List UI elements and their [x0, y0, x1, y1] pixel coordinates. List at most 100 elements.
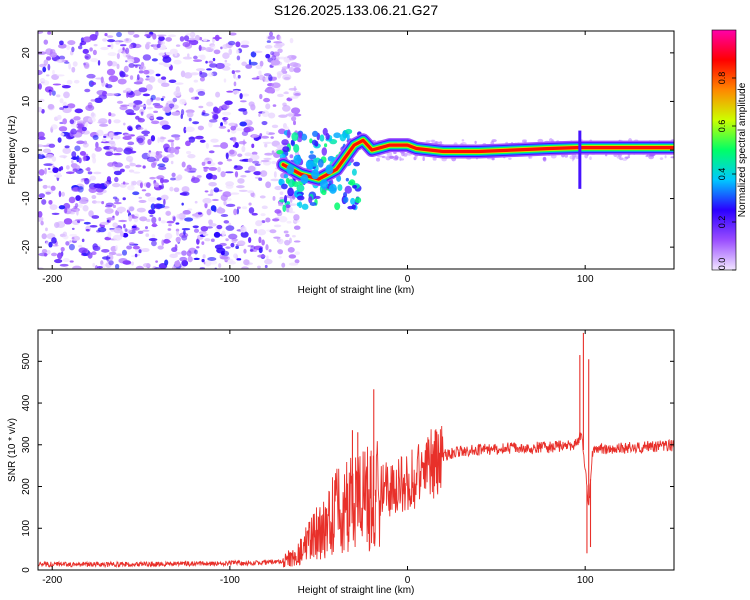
- noise-blob: [277, 93, 284, 98]
- noise-blob: [70, 156, 79, 160]
- noise-blob: [221, 230, 226, 237]
- noise-blob: [273, 41, 283, 44]
- noise-blob: [133, 34, 140, 38]
- noise-blob: [248, 262, 253, 265]
- noise-blob: [184, 217, 194, 222]
- noise-blob: [272, 104, 277, 107]
- noise-blob: [220, 255, 229, 260]
- noise-blob: [76, 140, 85, 145]
- noise-blob: [183, 126, 187, 134]
- noise-blob: [175, 236, 181, 243]
- noise-blob: [270, 136, 274, 139]
- noise-blob: [82, 36, 92, 43]
- noise-blob: [176, 174, 183, 181]
- noise-blob: [237, 74, 241, 79]
- noise-blob: [58, 43, 67, 49]
- noise-blob: [71, 66, 76, 73]
- transition-blob: [286, 129, 291, 138]
- noise-blob: [264, 44, 273, 49]
- noise-blob: [193, 55, 198, 60]
- noise-blob: [247, 190, 254, 194]
- snr-x-tick-label: -200: [42, 575, 62, 586]
- noise-blob: [123, 122, 126, 126]
- noise-blob: [81, 126, 87, 132]
- colorbar-tick-label: 0.2: [717, 216, 727, 229]
- noise-blob: [97, 59, 101, 66]
- halo-blob: [377, 155, 382, 158]
- noise-blob: [171, 172, 176, 178]
- noise-blob: [154, 97, 162, 101]
- spectrogram-x-tick-label: -200: [42, 274, 62, 285]
- halo-blob: [619, 157, 624, 161]
- noise-blob: [167, 34, 177, 38]
- noise-blob: [42, 144, 50, 148]
- noise-blob: [96, 89, 106, 96]
- noise-blob: [145, 43, 150, 50]
- noise-blob: [65, 165, 70, 170]
- transition-blob: [351, 168, 357, 176]
- noise-blob: [150, 120, 160, 125]
- noise-blob: [238, 108, 247, 112]
- noise-blob: [237, 240, 246, 246]
- transition-blob: [312, 130, 319, 137]
- noise-blob: [44, 153, 55, 160]
- noise-blob: [132, 245, 141, 250]
- noise-blob: [197, 91, 206, 96]
- spectrogram-y-tick-label: 20: [21, 47, 32, 59]
- noise-blob: [146, 98, 152, 106]
- noise-blob: [254, 163, 261, 167]
- noise-blob: [289, 196, 293, 203]
- noise-blob: [259, 60, 264, 67]
- noise-blob: [152, 33, 157, 40]
- noise-blob: [135, 164, 142, 168]
- transition-blob: [345, 177, 349, 182]
- noise-blob: [121, 249, 128, 256]
- noise-blob: [68, 63, 72, 70]
- noise-blob: [181, 161, 186, 168]
- noise-blob: [248, 59, 252, 66]
- noise-blob: [38, 31, 44, 34]
- halo-blob: [491, 158, 495, 161]
- noise-blob: [143, 69, 150, 75]
- noise-blob: [261, 205, 268, 210]
- noise-blob: [211, 174, 218, 180]
- noise-blob: [136, 137, 144, 144]
- snr-series: [38, 332, 674, 569]
- noise-blob: [218, 206, 222, 211]
- noise-blob: [293, 67, 301, 73]
- noise-blob: [153, 110, 159, 114]
- noise-blob: [263, 97, 271, 103]
- noise-blob: [52, 83, 62, 86]
- noise-blob: [62, 106, 72, 114]
- noise-blob: [180, 109, 185, 116]
- noise-blob: [190, 96, 199, 100]
- noise-blob: [243, 259, 250, 266]
- noise-blob: [175, 222, 180, 225]
- noise-blob: [82, 155, 87, 162]
- noise-blob: [106, 219, 110, 223]
- noise-blob: [122, 135, 132, 141]
- noise-blob: [223, 78, 227, 83]
- noise-blob: [112, 152, 122, 156]
- noise-blob: [186, 111, 194, 118]
- noise-blob: [218, 263, 222, 269]
- noise-blob: [236, 185, 245, 189]
- noise-blob: [47, 31, 52, 35]
- noise-blob: [52, 69, 55, 75]
- halo-blob: [422, 156, 425, 162]
- noise-blob: [216, 207, 226, 214]
- noise-blob: [294, 251, 301, 256]
- noise-blob: [182, 210, 191, 215]
- snr-x-tick-label: 100: [577, 575, 594, 586]
- noise-blob: [185, 126, 195, 133]
- halo-blob: [542, 156, 547, 161]
- noise-blob: [285, 206, 291, 213]
- noise-blob: [159, 177, 164, 184]
- transition-blob: [354, 197, 362, 204]
- transition-blob: [296, 184, 305, 193]
- halo-blob: [432, 156, 437, 161]
- halo-blob: [389, 155, 395, 159]
- noise-blob: [143, 134, 149, 137]
- noise-blob: [38, 153, 45, 160]
- noise-blob: [265, 217, 271, 223]
